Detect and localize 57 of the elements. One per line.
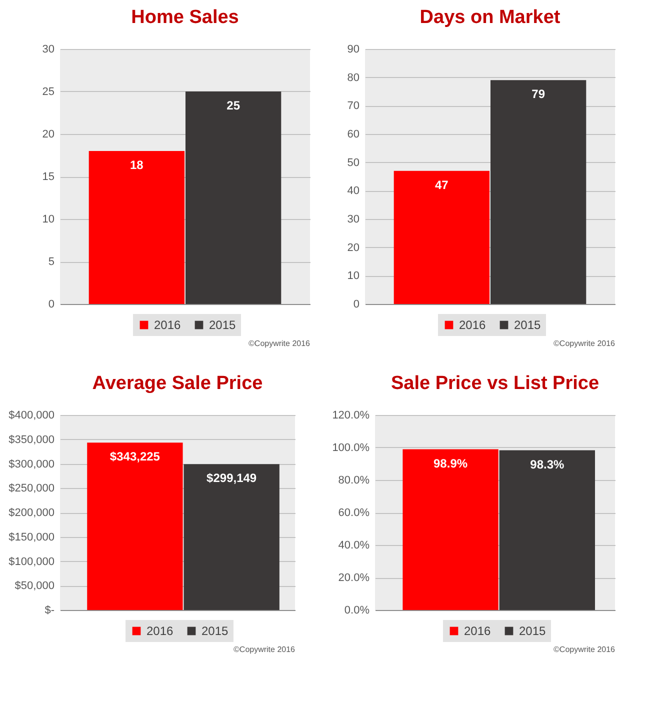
data-label: $299,149	[206, 471, 257, 486]
y-tick-label: 50	[347, 156, 360, 169]
y-tick-label: 10	[42, 214, 54, 226]
y-tick-label: 80.0%	[338, 474, 370, 486]
text: ©Copywrite 2016	[554, 645, 616, 654]
y-tick-label: 15	[42, 171, 54, 183]
y-tick-label: 80	[347, 72, 360, 84]
y-tick-label: 20	[42, 128, 54, 140]
data-label: 18	[130, 158, 144, 172]
y-tick-label: 100.0%	[332, 442, 370, 454]
y-tick-label: 60.0%	[338, 507, 370, 519]
y-tick-label: 30	[42, 44, 54, 56]
chart-title: Days on Market	[420, 7, 561, 28]
y-tick-label: $400,000	[8, 410, 54, 422]
y-tick-label: 90	[347, 44, 360, 56]
text: ©Copywrite 2016	[234, 645, 296, 654]
data-label: 47	[435, 178, 449, 192]
data-label: 98.9%	[434, 456, 468, 470]
legend-label: 2015	[514, 318, 542, 332]
y-tick-label: 30	[347, 214, 360, 226]
y-tick-label: 70	[347, 100, 360, 112]
y-tick-label: 20.0%	[338, 572, 370, 584]
legend-label: 2016	[146, 624, 174, 638]
y-tick-label: $300,000	[8, 458, 54, 470]
y-tick-label: 120.0%	[332, 410, 370, 422]
data-label: 25	[226, 98, 240, 112]
legend-label: 2016	[459, 318, 486, 332]
legend-label: 2015	[519, 624, 546, 638]
data-label: 98.3%	[530, 457, 565, 472]
y-tick-label: 25	[42, 86, 54, 98]
legend-label: 2015	[202, 624, 229, 638]
y-tick-label: $250,000	[8, 482, 54, 495]
data-label: 79	[532, 87, 546, 102]
y-tick-label: $350,000	[8, 434, 54, 446]
y-tick-label: 40	[347, 185, 360, 198]
chart-title: Home Sales	[131, 7, 239, 28]
y-tick-label: 10	[347, 270, 360, 282]
y-tick-label: $-	[44, 604, 55, 616]
data-label: $343,225	[110, 450, 160, 464]
y-tick-label: $200,000	[8, 507, 54, 519]
text: ©Copywrite 2016	[554, 339, 616, 348]
y-tick-label: 60	[347, 128, 360, 140]
legend-label: 2016	[464, 624, 492, 638]
y-tick-label: 5	[48, 256, 54, 268]
y-tick-label: $150,000	[8, 531, 54, 544]
y-tick-label: 0.0%	[344, 604, 370, 616]
legend-label: 2016	[154, 318, 182, 332]
y-tick-label: 0	[353, 298, 360, 310]
y-tick-label: $100,000	[8, 556, 54, 568]
y-tick-label: $50,000	[14, 580, 54, 592]
chart-title: Sale Price vs List Price	[390, 373, 600, 394]
legend-label: 2015	[209, 318, 236, 332]
y-tick-label: 20	[347, 242, 360, 254]
text: ©Copywrite 2016	[248, 339, 311, 348]
chart-title: Average Sale Price	[92, 373, 263, 394]
y-tick-label: 0	[48, 298, 54, 310]
y-tick-label: 40.0%	[338, 540, 370, 552]
